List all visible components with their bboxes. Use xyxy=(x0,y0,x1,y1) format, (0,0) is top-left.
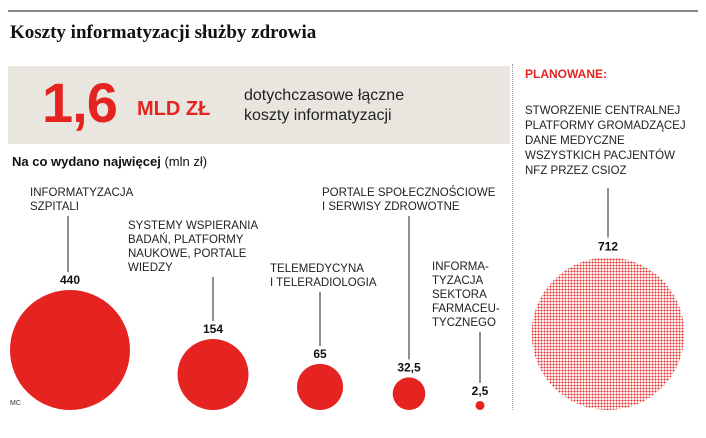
bubble-value-label-2: 65 xyxy=(313,347,327,361)
top-rule xyxy=(8,10,698,12)
bubble-value-label-0: 440 xyxy=(60,273,80,287)
bubble-category-label-4: SEKTORA xyxy=(432,289,487,301)
planned-description: STWORZENIE CENTRALNEJ PLATFORMY GROMADZĄ… xyxy=(525,104,705,179)
bubble-category-label-1: SYSTEMY WSPIERANIA xyxy=(128,220,258,232)
summary-text-line: koszty informatyzacji xyxy=(244,107,392,124)
planned-divider xyxy=(512,64,513,410)
summary-text: dotychczasowe łączne koszty informatyzac… xyxy=(244,86,474,126)
summary-value: 1,6 xyxy=(42,71,118,134)
bubble-category-label-4: TYZACJA xyxy=(432,275,483,287)
planned-line: NFZ PRZEZ CSIOZ xyxy=(525,165,627,177)
planned-heading: PLANOWANE: xyxy=(525,67,607,81)
bubble-category-label-3: I SERWISY ZDROWOTNE xyxy=(322,201,460,213)
bubble-category-label-0: SZPITALI xyxy=(30,201,79,213)
bubble-category-label-4: INFORMA- xyxy=(432,261,489,273)
bubble-category-label-1: BADAŃ, PLATFORMY xyxy=(128,233,244,246)
summary-unit: MLD ZŁ xyxy=(137,98,211,120)
bubble-category-label-3: PORTALE SPOŁECZNOŚCIOWE xyxy=(322,186,496,199)
bubble-category-label-2: TELEMEDYCYNA xyxy=(270,263,364,275)
planned-line: DANE MEDYCZNE xyxy=(525,135,625,147)
bubble-value-label-1: 154 xyxy=(203,322,223,336)
summary-text-line: dotychczasowe łączne xyxy=(244,87,405,104)
planned-line: STWORZENIE CENTRALNEJ xyxy=(525,105,681,117)
chart-subtitle: Na co wydano najwięcej (mln zł) xyxy=(12,154,207,169)
bubble-category-label-1: WIEDZY xyxy=(128,262,173,274)
bubble-value-label-4: 2,5 xyxy=(472,384,489,398)
bubble-3 xyxy=(392,377,426,410)
planned-bubble xyxy=(531,257,685,410)
bubble-category-label-4: TYCZNEGO xyxy=(432,317,496,329)
bubble-1 xyxy=(177,339,249,410)
planned-value-label: 712 xyxy=(598,239,618,253)
bubble-value-label-3: 32,5 xyxy=(397,360,421,374)
planned-line: PLATFORMY GROMADZĄCEJ xyxy=(525,120,686,132)
chart-subtitle-unit: (mln zł) xyxy=(164,154,208,169)
bubble-0 xyxy=(10,290,130,410)
planned-line: WSZYSTKICH PACJENTÓW xyxy=(525,150,675,162)
bubble-category-label-4: FARMACEU- xyxy=(432,303,500,315)
source-label: MC xyxy=(10,400,21,407)
summary-box xyxy=(8,66,510,144)
bubble-4 xyxy=(475,400,485,410)
bubble-category-label-1: NAUKOWE, PORTALE xyxy=(128,248,247,260)
bubble-category-label-0: INFORMATYZACJA xyxy=(30,187,134,199)
chart-subtitle-bold: Na co wydano najwięcej xyxy=(12,154,161,169)
bubble-2 xyxy=(296,363,344,410)
page-title: Koszty informatyzacji służby zdrowia xyxy=(10,22,317,43)
bubble-category-label-2: I TELERADIOLOGIA xyxy=(270,277,377,289)
